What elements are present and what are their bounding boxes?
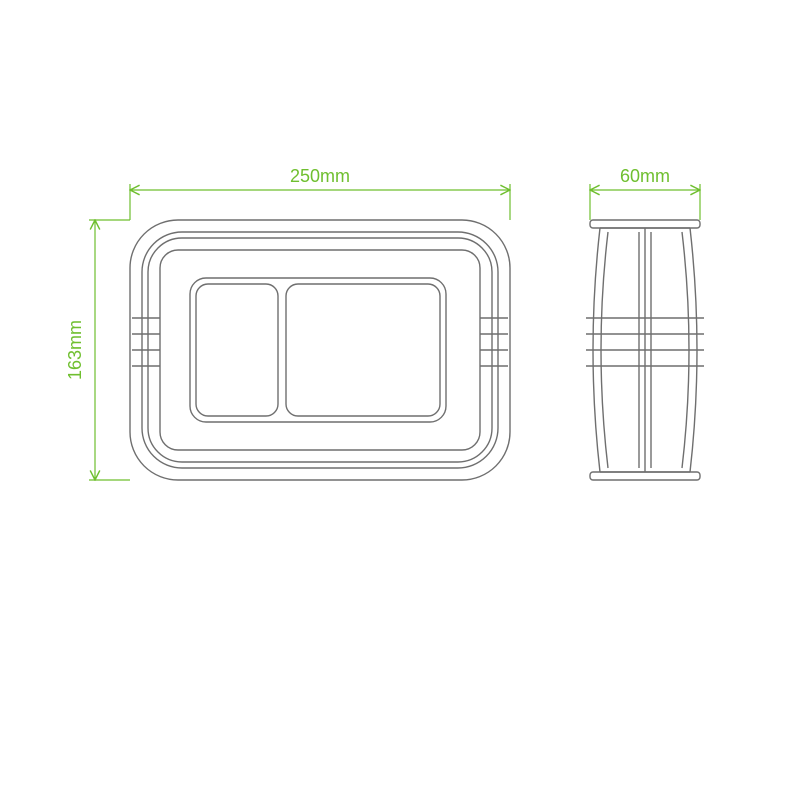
side-view bbox=[586, 220, 704, 480]
height-dimension: 163mm bbox=[65, 220, 130, 480]
dimension-diagram: 250mm 163mm 60mm bbox=[0, 0, 800, 800]
depth-label: 60mm bbox=[620, 166, 670, 186]
depth-dimension: 60mm bbox=[590, 166, 700, 220]
width-dimension: 250mm bbox=[130, 166, 510, 220]
height-label: 163mm bbox=[65, 320, 85, 380]
top-view bbox=[130, 220, 510, 480]
width-label: 250mm bbox=[290, 166, 350, 186]
